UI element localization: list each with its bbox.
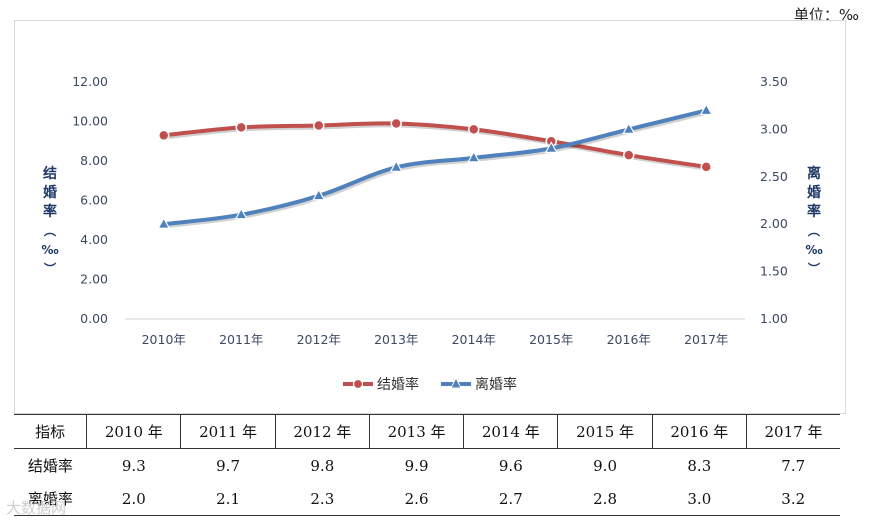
- table-cell: 9.9: [404, 456, 429, 475]
- unit-label: 单位：‰: [793, 6, 859, 24]
- data-point-divorce: [622, 122, 636, 134]
- table-cell: 2.7: [463, 482, 558, 516]
- legend-marker-triangle: [450, 376, 462, 389]
- x-tick-label: 2012年: [297, 332, 341, 347]
- y-right-axis-title: 离婚率︵ ‰ ︶: [805, 165, 822, 276]
- table-cell: 2.1: [180, 482, 276, 516]
- y-left-tick-label: 2.00: [80, 272, 108, 287]
- table-cell: 9.6: [498, 456, 523, 475]
- legend-marker-circle: [352, 378, 364, 390]
- x-tick-label: 2015年: [529, 332, 573, 347]
- y-left-tick-label: 8.00: [80, 153, 108, 168]
- table-cell: 8.3: [687, 456, 712, 475]
- x-tick-label: 2014年: [452, 332, 496, 347]
- data-point-marriage: [313, 119, 325, 132]
- legend-label-1: 结婚率: [377, 376, 419, 393]
- table-cell: 3.2: [746, 482, 840, 516]
- header-cell: 2017 年: [745, 414, 840, 449]
- table-cell: 9.0: [593, 456, 617, 475]
- line-chart: 0.00 2.00 4.00 6.00 8.00 10.00 12.00 1.00 1.50 2.…: [41, 74, 822, 393]
- table-row: 结婚率 9.3 9.7 9.8 9.9 9.6 9.0 8.3 7.7: [14, 449, 840, 483]
- y-left-tick-label: 0.00: [80, 311, 108, 326]
- chart-frame: [14, 20, 846, 414]
- y-left-tick-label: 10.00: [72, 114, 108, 129]
- header-cell: 2016 年: [651, 414, 747, 449]
- y-left-tick-label: 6.00: [80, 193, 108, 208]
- data-point-marriage: [623, 149, 635, 161]
- data-point-divorce: [234, 207, 248, 220]
- y-right-tick-label: 2.50: [760, 169, 788, 184]
- watermark-text: 大数据网: [6, 499, 67, 517]
- header-cell: 2013 年: [368, 414, 464, 449]
- header-cell: 2012 年: [274, 414, 370, 449]
- header-cell: 2014 年: [463, 414, 558, 449]
- header-cell: 指标: [14, 414, 87, 449]
- data-point-marriage: [700, 161, 712, 173]
- x-tick-label: 2010年: [142, 332, 186, 347]
- series-line-shadow: [165, 110, 709, 229]
- y-left-tick-label: 4.00: [80, 232, 108, 247]
- header-cell: 2015 年: [557, 414, 653, 449]
- data-point-divorce: [544, 141, 558, 153]
- table-row: 离婚率 2.0 2.1 2.3 2.6 2.7 2.8 3.0 3.2: [14, 482, 840, 516]
- y-right-tick-label: 3.50: [760, 74, 788, 89]
- x-tick-label: 2017年: [684, 332, 728, 347]
- data-point-marriage: [235, 121, 247, 134]
- table-cell: 2.3: [275, 482, 370, 516]
- y-right-tick-label: 2.00: [760, 216, 788, 231]
- legend-label-2: 离婚率: [475, 376, 517, 393]
- series-line-2: [163, 108, 707, 227]
- data-point-marriage: [390, 117, 402, 130]
- y-right-tick-label: 1.00: [760, 311, 788, 326]
- data-point-divorce: [699, 103, 713, 116]
- y-right-tick-label: 3.00: [760, 121, 788, 136]
- row-label: 离婚率: [14, 482, 87, 516]
- y-right-tick-label: 1.50: [760, 264, 788, 279]
- row-label: 结婚率: [27, 457, 73, 475]
- table-cell: 3.0: [652, 482, 747, 516]
- data-point-divorce: [467, 150, 481, 163]
- table-cell: 9.3: [121, 456, 146, 475]
- x-tick-label: 2016年: [607, 332, 651, 347]
- table-header-row: 指标 2010 年 2011 年 2012 年 2013 年 2014 年 20…: [14, 414, 840, 449]
- table-cell: 9.8: [310, 456, 335, 475]
- header-cell: 2010 年: [86, 414, 181, 449]
- header-cell: 2011 年: [180, 414, 276, 449]
- table-cell: 2.6: [369, 482, 464, 516]
- data-point-divorce: [312, 188, 326, 201]
- table-cell: 2.0: [86, 482, 181, 516]
- series-line-1: [163, 121, 707, 169]
- y-left-tick-label: 12.00: [72, 74, 108, 89]
- table-cell: 9.7: [216, 456, 240, 475]
- table-cell: 2.8: [557, 482, 653, 516]
- x-tick-label: 2013年: [374, 332, 418, 347]
- data-point-marriage: [158, 129, 170, 142]
- data-point-marriage: [468, 123, 480, 136]
- y-left-axis-title: 结婚率︵ ‰ ︶: [41, 165, 58, 276]
- data-point-divorce: [389, 160, 403, 172]
- table-cell: 7.7: [781, 456, 806, 475]
- data-table: 指标 2010 年 2011 年 2012 年 2013 年 2014 年 20…: [14, 414, 840, 516]
- data-point-divorce: [157, 216, 171, 229]
- x-tick-label: 2011年: [219, 332, 263, 347]
